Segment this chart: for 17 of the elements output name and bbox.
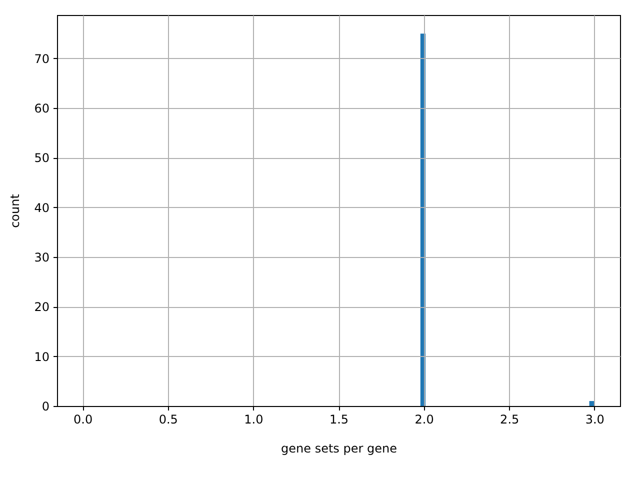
x-axis-title: gene sets per gene (281, 442, 397, 456)
y-tick-label: 40 (34, 200, 50, 215)
y-tick-label: 30 (34, 250, 50, 265)
y-tick-label: 10 (34, 350, 50, 364)
y-axis-title: count (8, 194, 22, 228)
y-tick-label: 60 (34, 102, 50, 116)
x-tick-label: 1.0 (244, 412, 264, 426)
x-tick-label: 1.5 (329, 412, 349, 426)
x-tick-label: 3.0 (585, 412, 604, 426)
y-tick-label: 20 (34, 300, 50, 314)
y-tick-label: 70 (34, 52, 50, 66)
y-tick-label: 50 (34, 151, 50, 166)
x-tick-label: 2.0 (414, 412, 434, 426)
x-tick-label: 0.5 (158, 412, 178, 426)
x-tick-label: 0.0 (74, 412, 93, 426)
y-tick-label: 0 (42, 400, 50, 414)
x-tick-label: 2.5 (500, 412, 520, 426)
